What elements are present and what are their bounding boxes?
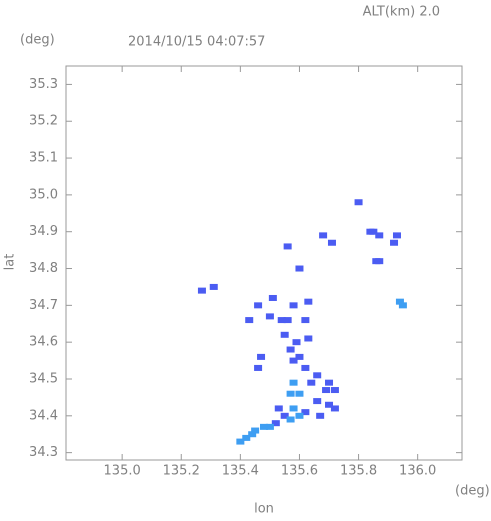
echo-cell <box>322 387 331 394</box>
chart-title: 2014/10/15 04:07:57 <box>128 35 265 50</box>
echo-cell <box>295 412 304 419</box>
echo-cell <box>197 287 206 294</box>
y-tick-label: 35.0 <box>29 187 58 202</box>
echo-cell <box>330 405 339 412</box>
echo-cell <box>257 353 266 360</box>
echo-cell <box>354 199 363 206</box>
echo-cell <box>301 317 310 324</box>
echo-cell <box>313 372 322 379</box>
echo-cell <box>268 294 277 301</box>
echo-cell <box>286 346 295 353</box>
echo-cell <box>295 353 304 360</box>
x-tick-label: 135.8 <box>340 464 377 479</box>
x-axis-label: lon <box>254 502 274 517</box>
x-tick-label: 135.4 <box>222 464 259 479</box>
y-unit: (deg) <box>20 33 55 48</box>
x-tick-label: 135.2 <box>163 464 200 479</box>
echo-cell <box>260 423 268 430</box>
y-tick-label: 34.5 <box>29 371 58 386</box>
y-axis-label: lat <box>3 254 18 271</box>
x-tick-label: 135.0 <box>104 464 141 479</box>
echo-cell <box>289 379 298 386</box>
echo-cell <box>304 335 313 342</box>
echo-cell <box>289 405 298 412</box>
echo-cell <box>301 409 310 416</box>
echo-cell <box>236 438 245 445</box>
echo-cell <box>395 298 404 305</box>
echo-cell <box>327 239 336 246</box>
y-tick-label: 34.8 <box>29 261 58 276</box>
echo-cell <box>271 420 280 427</box>
echo-cell <box>372 258 381 265</box>
echo-cell <box>274 405 283 412</box>
y-tick-label: 35.2 <box>29 114 58 129</box>
echo-cell <box>398 302 407 309</box>
y-tick-label: 34.9 <box>29 224 58 239</box>
echo-cell <box>292 339 301 346</box>
x-tick-label: 136.0 <box>399 464 436 479</box>
echo-cell <box>316 412 325 419</box>
echo-cell <box>289 357 298 364</box>
y-tick-label: 35.3 <box>29 77 58 92</box>
echo-cell <box>283 317 292 324</box>
chart-subtitle: ALT(km) 2.0 <box>363 5 440 20</box>
echo-cell <box>304 298 313 305</box>
echo-cell <box>265 423 274 430</box>
echo-cell <box>286 390 295 397</box>
echo-cell <box>325 401 334 408</box>
echo-cell <box>319 232 328 239</box>
echo-cell <box>254 302 263 309</box>
echo-cell <box>325 379 334 386</box>
echo-cell <box>301 364 310 371</box>
echo-cell <box>375 232 384 239</box>
echo-cell <box>313 398 322 405</box>
echo-cell <box>307 379 316 386</box>
y-tick-label: 35.1 <box>29 151 58 166</box>
echo-cell <box>248 431 257 438</box>
echo-cell <box>254 364 263 371</box>
echo-cell <box>289 302 298 309</box>
echo-cell <box>277 317 286 324</box>
echo-cell <box>295 390 304 397</box>
echo-cell <box>283 243 292 250</box>
echo-cell <box>392 232 401 239</box>
echo-cell <box>265 313 274 320</box>
echo-cell <box>369 228 378 235</box>
echo-cell <box>209 283 218 290</box>
x-unit: (deg) <box>455 484 490 499</box>
echo-cell <box>286 416 295 423</box>
echo-cell <box>295 265 304 272</box>
y-tick-label: 34.6 <box>29 335 58 350</box>
echo-cell <box>280 331 289 338</box>
echo-cell <box>251 427 260 434</box>
x-tick-label: 135.6 <box>281 464 318 479</box>
plot-frame <box>65 65 463 461</box>
echo-cell <box>245 317 254 324</box>
y-tick-label: 34.7 <box>29 298 58 313</box>
echo-cell <box>330 387 339 394</box>
y-tick-label: 34.3 <box>29 445 58 460</box>
echo-cell <box>280 412 289 419</box>
echo-cell <box>242 434 251 441</box>
echo-cell <box>390 239 399 246</box>
y-tick-label: 34.4 <box>29 408 58 423</box>
